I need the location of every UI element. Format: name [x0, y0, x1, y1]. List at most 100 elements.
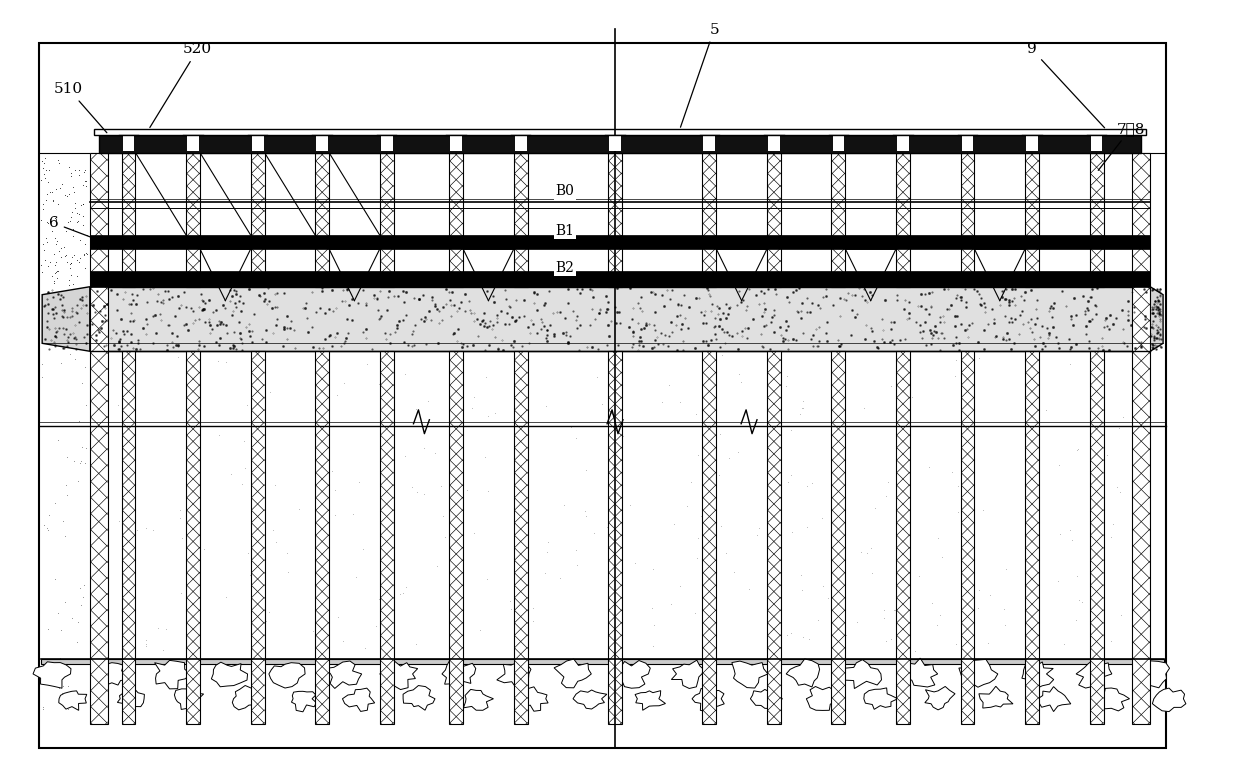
Polygon shape — [155, 660, 191, 689]
Polygon shape — [904, 658, 937, 687]
Text: B1: B1 — [556, 224, 574, 238]
Polygon shape — [42, 286, 89, 352]
Bar — [89, 235, 1151, 249]
Polygon shape — [750, 689, 782, 708]
Polygon shape — [441, 660, 476, 686]
Polygon shape — [614, 660, 650, 688]
Polygon shape — [269, 663, 305, 688]
Polygon shape — [1076, 660, 1112, 688]
Bar — [315, 153, 329, 286]
Bar — [187, 137, 198, 151]
Bar — [897, 137, 909, 151]
Polygon shape — [635, 691, 666, 710]
Bar — [832, 137, 844, 151]
Bar — [1025, 153, 1039, 286]
Bar — [897, 352, 910, 723]
Bar — [449, 352, 463, 723]
Polygon shape — [1096, 688, 1130, 711]
Bar — [89, 271, 1151, 286]
Bar — [449, 352, 463, 723]
Polygon shape — [1137, 661, 1169, 688]
Bar — [381, 137, 393, 151]
Bar — [315, 352, 329, 723]
Bar — [379, 153, 393, 286]
Text: B0: B0 — [556, 185, 574, 199]
Bar — [1025, 153, 1039, 286]
Bar — [122, 352, 135, 723]
Bar — [961, 153, 975, 286]
Bar — [250, 153, 264, 286]
Bar — [608, 153, 622, 286]
Bar — [513, 352, 528, 723]
Text: 5: 5 — [681, 23, 719, 127]
Bar — [94, 129, 1146, 135]
Bar — [250, 153, 264, 286]
Polygon shape — [692, 688, 724, 712]
Polygon shape — [1022, 660, 1054, 689]
Polygon shape — [959, 660, 998, 688]
Bar — [515, 137, 527, 151]
Bar — [832, 352, 846, 723]
Bar — [1025, 352, 1039, 723]
Bar — [99, 135, 1141, 153]
Bar — [252, 137, 264, 151]
Bar — [702, 153, 717, 286]
Bar — [450, 137, 463, 151]
Polygon shape — [521, 687, 548, 712]
Text: 510: 510 — [55, 82, 107, 133]
Bar — [123, 137, 134, 151]
Bar — [702, 153, 717, 286]
Polygon shape — [671, 660, 704, 688]
Bar — [608, 352, 622, 723]
Bar — [89, 286, 1151, 352]
Polygon shape — [464, 689, 494, 710]
Polygon shape — [497, 663, 531, 688]
Bar — [41, 659, 1164, 664]
Bar — [832, 153, 846, 286]
Bar — [768, 352, 781, 723]
Bar — [897, 352, 910, 723]
Bar — [608, 352, 622, 723]
Polygon shape — [732, 661, 768, 688]
Polygon shape — [175, 687, 203, 709]
Bar — [315, 153, 329, 286]
Bar — [961, 352, 975, 723]
Bar — [122, 153, 135, 286]
Polygon shape — [1038, 687, 1071, 712]
Bar — [608, 153, 622, 286]
Polygon shape — [379, 660, 418, 690]
Bar — [1025, 352, 1039, 723]
Bar — [513, 153, 528, 286]
Bar — [316, 137, 329, 151]
Polygon shape — [291, 691, 316, 712]
Bar — [89, 153, 108, 723]
Bar — [186, 153, 200, 286]
Polygon shape — [925, 687, 955, 710]
Polygon shape — [342, 688, 374, 712]
Polygon shape — [403, 685, 435, 710]
Polygon shape — [842, 660, 882, 688]
Bar — [1027, 137, 1038, 151]
Bar — [122, 153, 135, 286]
Text: 6: 6 — [50, 217, 102, 241]
Bar — [250, 352, 264, 723]
Bar — [1090, 153, 1104, 286]
Bar — [961, 352, 975, 723]
Polygon shape — [211, 662, 248, 687]
Bar — [186, 153, 200, 286]
Text: B2: B2 — [556, 261, 574, 275]
Bar — [702, 352, 717, 723]
Bar — [186, 352, 200, 723]
Bar — [89, 153, 108, 723]
Bar — [1090, 352, 1104, 723]
Polygon shape — [1151, 286, 1163, 352]
Polygon shape — [786, 659, 820, 687]
Polygon shape — [232, 685, 262, 710]
Text: 7、8: 7、8 — [1099, 122, 1145, 171]
Polygon shape — [33, 662, 71, 688]
Bar — [609, 137, 621, 151]
Bar — [897, 153, 910, 286]
Polygon shape — [806, 687, 838, 710]
Bar — [702, 352, 717, 723]
Bar — [379, 153, 393, 286]
